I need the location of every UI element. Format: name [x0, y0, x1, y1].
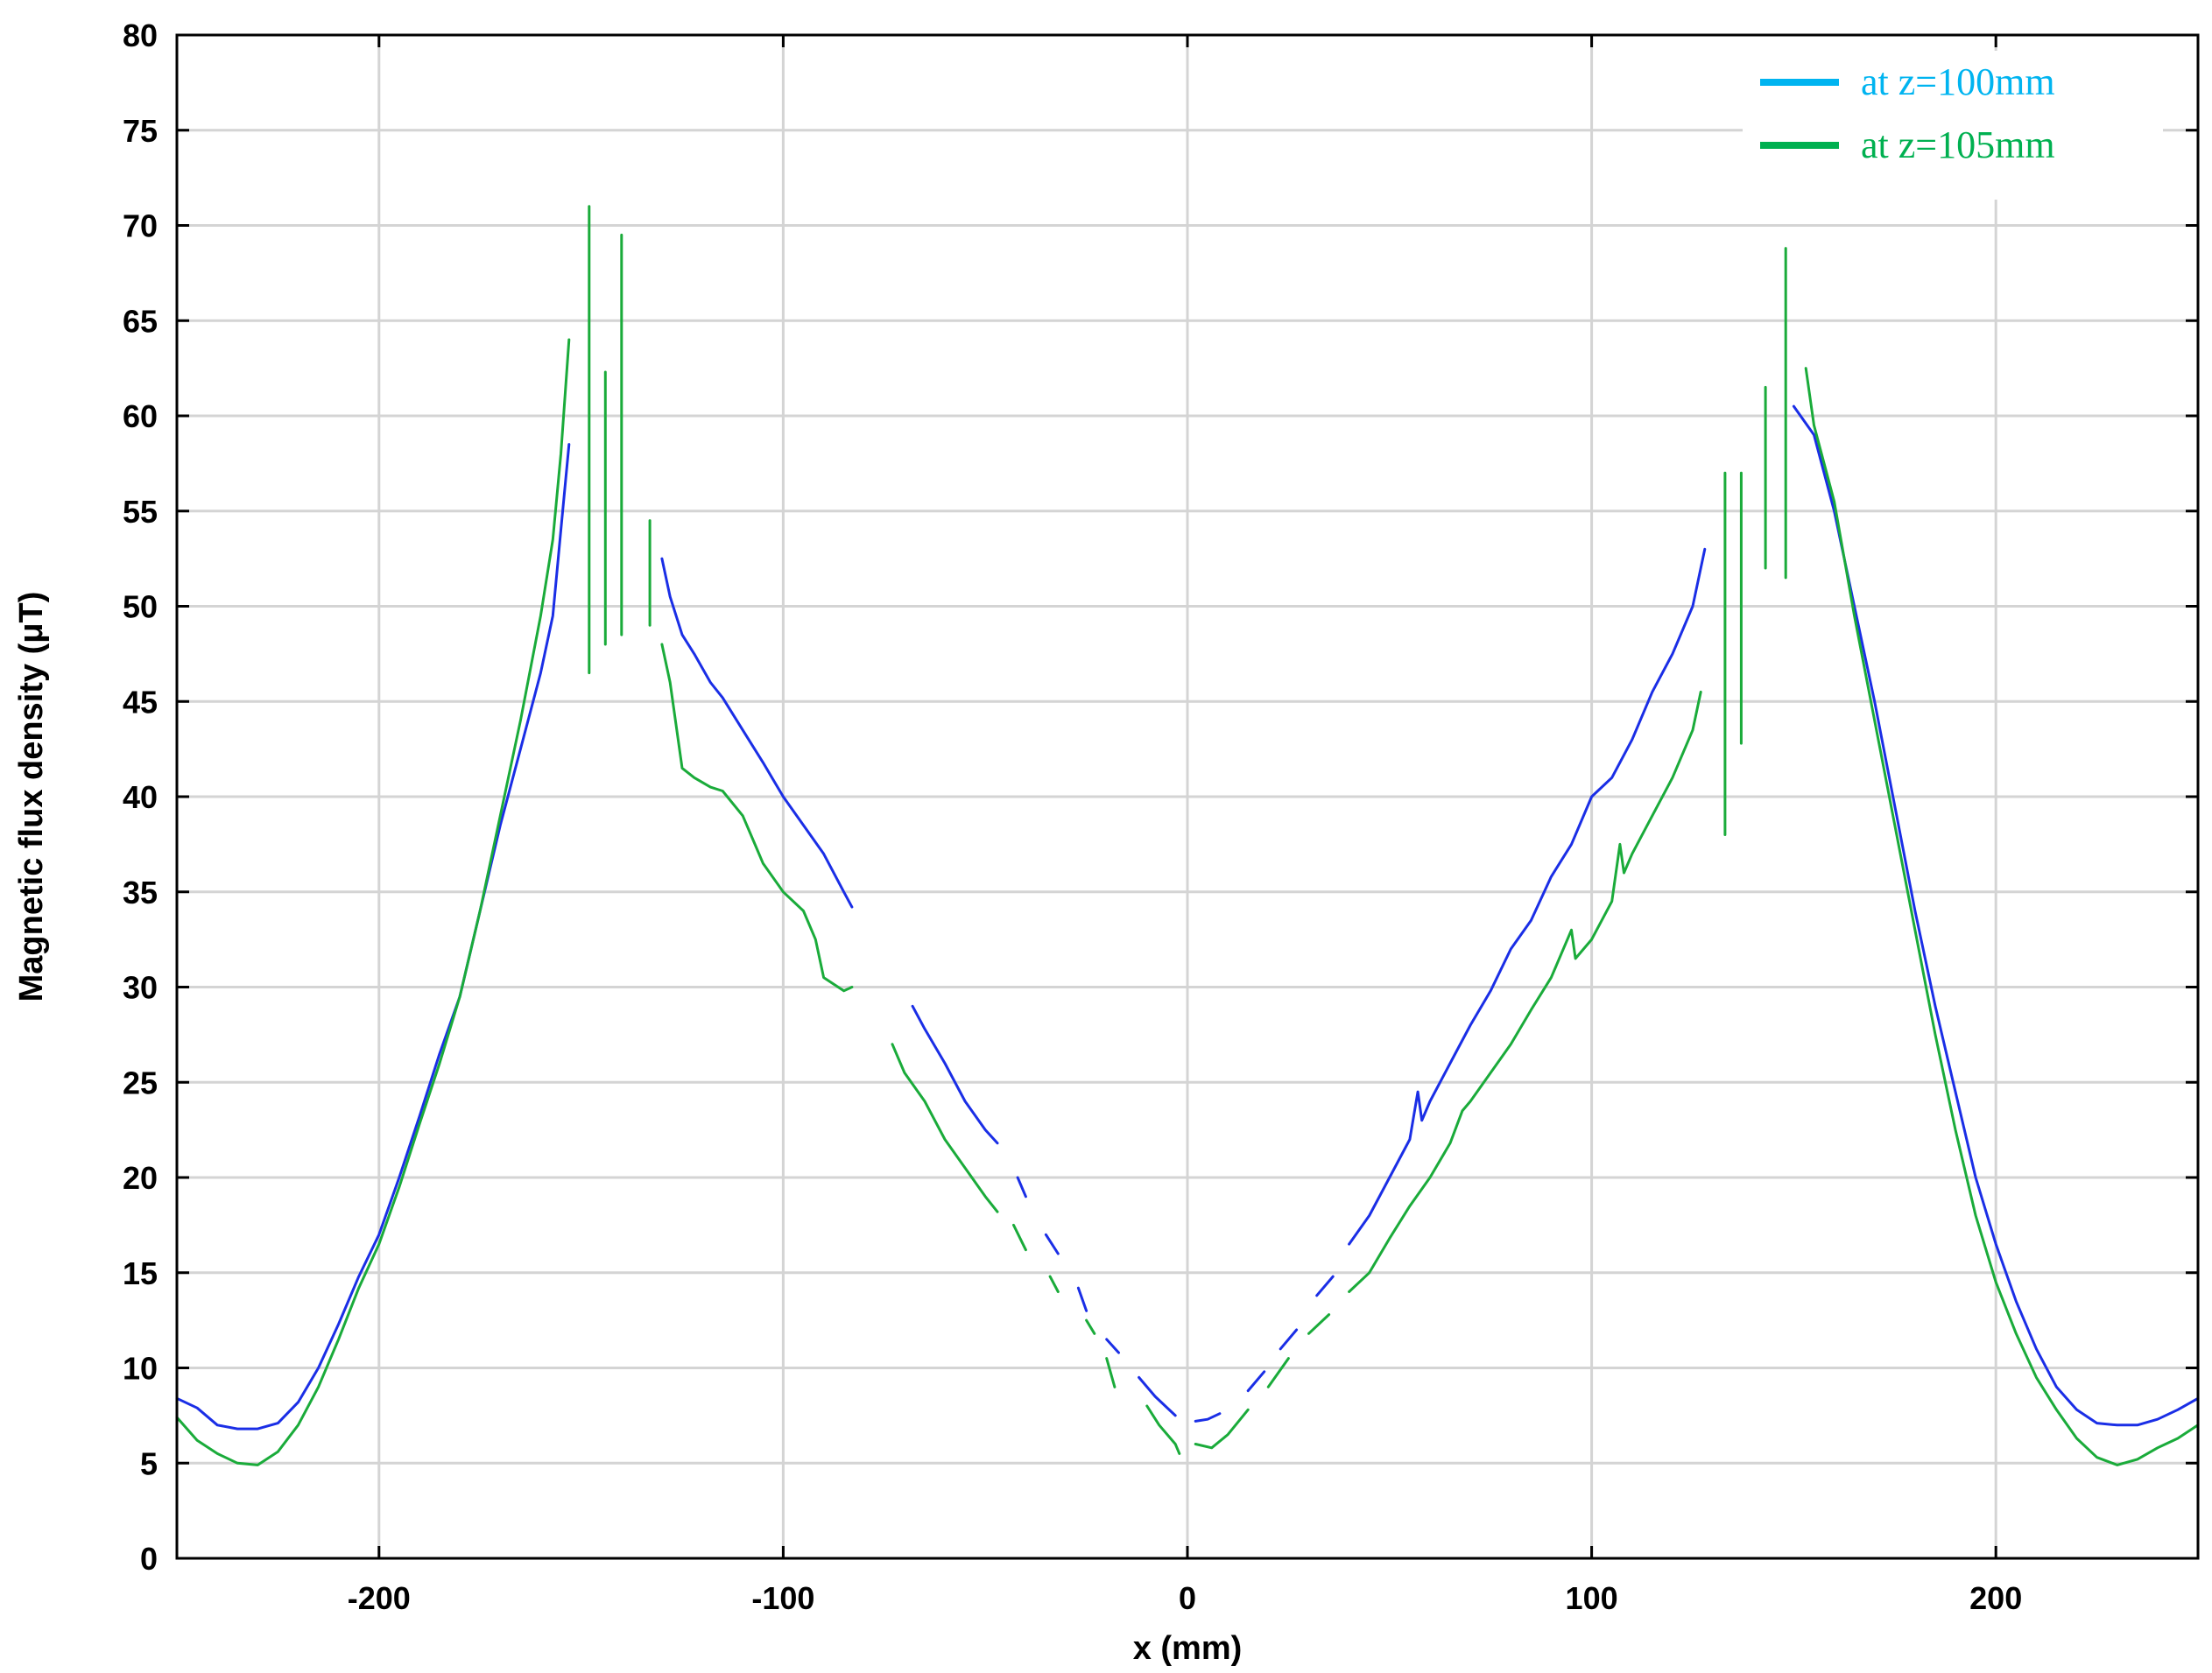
- legend-label-2: at z=105mm: [1861, 123, 2055, 166]
- x-tick-label: 0: [1179, 1580, 1196, 1616]
- y-tick-label: 60: [123, 398, 158, 434]
- y-tick-label: 65: [123, 303, 158, 339]
- series-line-1: [175, 404, 2200, 1430]
- y-tick-label: 75: [123, 113, 158, 149]
- x-axis-title: x (mm): [1133, 1630, 1243, 1667]
- y-tick-label: 15: [123, 1255, 158, 1291]
- y-tick-label: 5: [140, 1445, 158, 1481]
- legend-background: [1743, 51, 2163, 200]
- series-line-2: [175, 205, 2200, 1466]
- y-tick-label: 35: [123, 875, 158, 910]
- y-tick-label: 80: [123, 18, 158, 53]
- y-tick-label: 30: [123, 970, 158, 1006]
- x-tick-label: -100: [751, 1580, 814, 1616]
- y-tick-label: 20: [123, 1160, 158, 1196]
- y-tick-label: 45: [123, 684, 158, 720]
- y-tick-label: 0: [140, 1541, 158, 1577]
- y-tick-label: 10: [123, 1351, 158, 1387]
- y-axis-title: Magnetic flux density (μT): [13, 592, 50, 1002]
- x-tick-label: 100: [1566, 1580, 1618, 1616]
- legend: at z=100mm at z=105mm: [1743, 51, 2163, 200]
- series-layer: [175, 205, 2200, 1466]
- y-tick-label: 70: [123, 208, 158, 244]
- legend-label-1: at z=100mm: [1861, 60, 2055, 103]
- y-tick-label: 55: [123, 494, 158, 530]
- y-tick-label: 50: [123, 589, 158, 625]
- y-tick-label: 40: [123, 779, 158, 815]
- x-tick-label: 200: [1969, 1580, 2022, 1616]
- x-tick-label: -200: [348, 1580, 411, 1616]
- grid-lines: [177, 35, 2198, 1558]
- y-tick-label: 25: [123, 1065, 158, 1100]
- axis-ticks: 0 5 10 15 20 25 30 35 40 45 50 55 60 65 70 75 80 -200 -100…: [123, 18, 2198, 1616]
